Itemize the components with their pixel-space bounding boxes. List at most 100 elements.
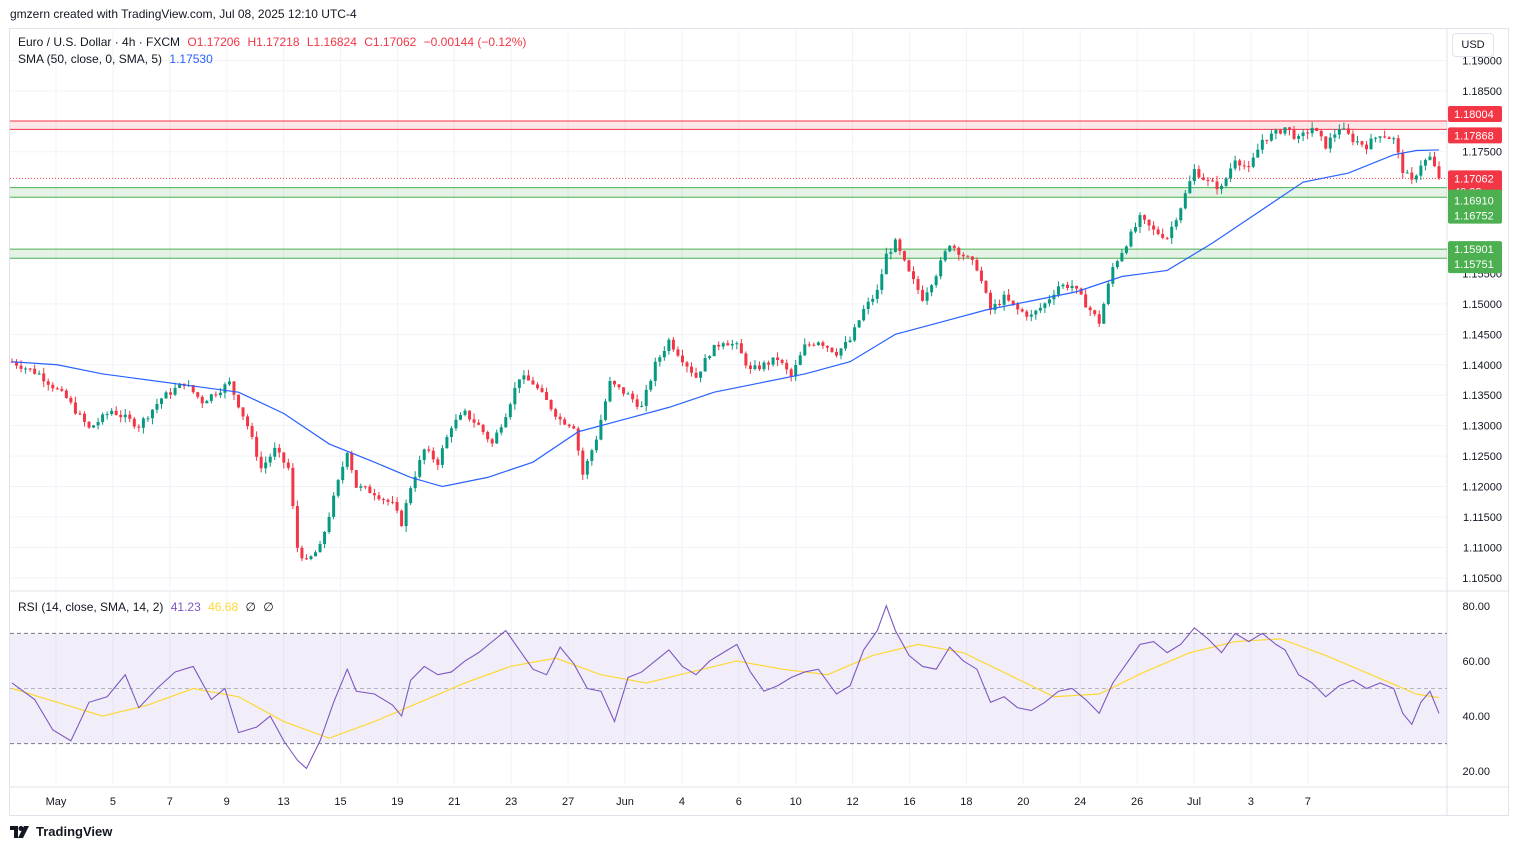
candle-body xyxy=(504,417,508,428)
candle-body xyxy=(1047,299,1051,304)
candle-body xyxy=(757,365,761,370)
candle-body xyxy=(255,436,259,457)
candle-body xyxy=(1283,127,1287,134)
candle-body xyxy=(82,413,86,422)
candle-body xyxy=(848,340,852,343)
created-by-text: gmzern created with TradingView.com, Jul… xyxy=(10,7,357,21)
candle-body xyxy=(943,251,947,261)
candle-body xyxy=(1210,180,1214,182)
candle-body xyxy=(191,385,195,393)
time-tick-label: 24 xyxy=(1074,796,1086,808)
candle-body xyxy=(753,365,757,369)
candle-body xyxy=(1396,138,1400,153)
candle-body xyxy=(594,439,598,451)
candle-body xyxy=(51,384,55,389)
time-tick-label: 3 xyxy=(1248,796,1254,808)
candle-body xyxy=(771,357,775,365)
candle-body xyxy=(15,361,19,366)
candle-body xyxy=(1233,160,1237,169)
candle-body xyxy=(1328,137,1332,149)
candle-body xyxy=(1437,166,1441,179)
grid-lines xyxy=(10,28,1508,815)
support-zone-lower-fill xyxy=(10,249,1447,259)
candle-body xyxy=(1070,285,1074,289)
candle-body xyxy=(762,362,766,370)
candle-body xyxy=(635,399,639,407)
candle-body xyxy=(323,531,327,545)
candle-body xyxy=(132,418,136,427)
candle-body xyxy=(1016,304,1020,310)
candle-body xyxy=(880,274,884,290)
candle-body xyxy=(73,402,77,414)
candle-body xyxy=(119,414,123,418)
sma-legend-label[interactable]: SMA (50, close, 0, SMA, 5) xyxy=(18,52,163,66)
candle-body xyxy=(984,281,988,293)
rsi-legend-label[interactable]: RSI (14, close, SMA, 14, 2) xyxy=(18,600,164,614)
candle-body xyxy=(1084,294,1088,308)
candle-body xyxy=(218,392,222,396)
candle-body xyxy=(481,424,485,433)
candle-body xyxy=(110,410,114,415)
candle-body xyxy=(966,256,970,258)
price-tick-label: 1.18500 xyxy=(1462,86,1502,98)
currency-button[interactable]: USD xyxy=(1452,33,1494,57)
candle-body xyxy=(486,432,490,440)
candle-body xyxy=(735,343,739,345)
candle-body xyxy=(28,368,32,370)
candle-body xyxy=(273,447,277,457)
support-lower-tag-bg xyxy=(1448,241,1502,274)
candle-body xyxy=(1342,128,1346,130)
candle-body xyxy=(1369,138,1373,150)
candle-body xyxy=(957,247,961,255)
candle-body xyxy=(55,388,59,390)
rsi-ma-legend-value: 46.68 xyxy=(208,600,239,614)
candle-body xyxy=(87,421,91,428)
price-tick-label: 1.12000 xyxy=(1462,482,1502,494)
support-label-1: 1.16910 xyxy=(1454,196,1494,208)
candle-body xyxy=(1075,285,1079,289)
candle-body xyxy=(513,387,517,405)
candle-body xyxy=(1138,215,1142,227)
candle-body xyxy=(495,432,499,444)
rsi-bands xyxy=(10,632,1447,745)
candle-body xyxy=(921,289,925,301)
candle-body xyxy=(930,285,934,293)
support-label-3: 1.15901 xyxy=(1454,244,1494,256)
candle-body xyxy=(680,355,684,363)
candle-body xyxy=(1288,127,1292,131)
candle-body xyxy=(739,343,743,354)
candle-body xyxy=(898,239,902,252)
candle-body xyxy=(662,350,666,358)
candle-body xyxy=(250,426,254,437)
candle-body xyxy=(146,418,150,420)
candle-body xyxy=(1392,138,1396,140)
candle-body xyxy=(703,358,707,372)
candle-body xyxy=(549,399,553,410)
candle-body xyxy=(336,480,340,496)
time-tick-label: 5 xyxy=(110,796,116,808)
candle-body xyxy=(377,495,381,500)
candle-body xyxy=(902,251,906,261)
tradingview-footer[interactable]: TradingView xyxy=(10,824,112,839)
rsi-legend-value: 41.23 xyxy=(170,600,201,614)
candle-body xyxy=(1256,149,1260,158)
candle-body xyxy=(1129,231,1133,247)
rsi-legend: RSI (14, close, SMA, 14, 2) 41.23 46.68 … xyxy=(18,600,278,614)
candle-body xyxy=(585,460,589,475)
candle-body xyxy=(1333,134,1337,138)
candle-body xyxy=(1297,136,1301,139)
candle-body xyxy=(404,503,408,527)
candle-body xyxy=(961,254,965,257)
candle-body xyxy=(1432,156,1436,167)
legend-symbol[interactable]: Euro / U.S. Dollar · 4h · FXCM xyxy=(18,35,181,49)
candle-body xyxy=(1043,303,1047,308)
candle-body xyxy=(463,410,467,415)
candle-body xyxy=(613,380,617,385)
candle-body xyxy=(576,428,580,451)
candles xyxy=(10,122,1441,562)
time-tick-label: 20 xyxy=(1017,796,1029,808)
candle-body xyxy=(1306,132,1310,134)
candle-body xyxy=(418,460,422,477)
sma-line xyxy=(11,149,1440,488)
